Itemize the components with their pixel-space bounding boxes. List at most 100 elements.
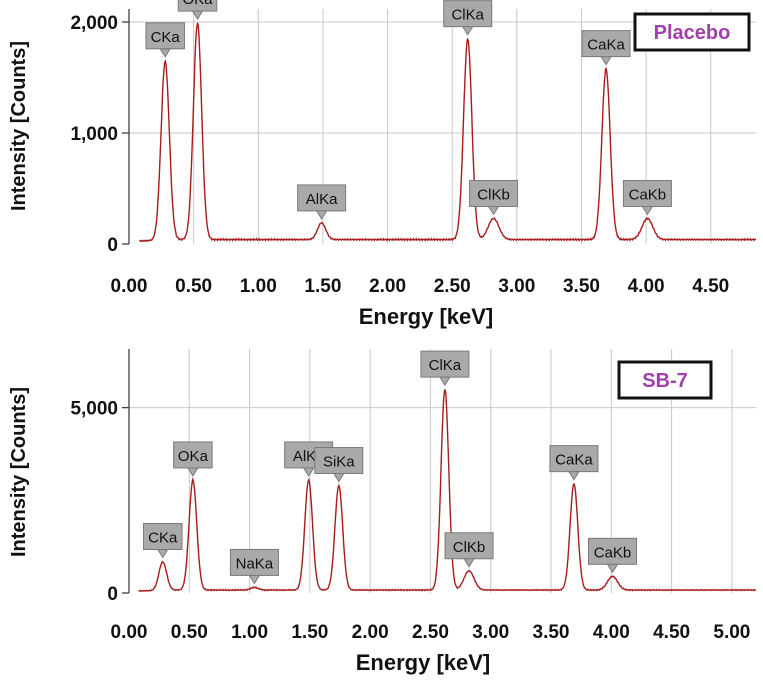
peak-label-OKa: OKa (177, 0, 218, 21)
peak-label-box (420, 350, 470, 378)
peak-label-text: OKa (183, 0, 214, 8)
panel-placebo: 0.00 0.50 1.00 1.50 2.00 2.50 3.00 3.50 4.00 4.50… (8, 0, 756, 329)
x-tick-label: 4.00 (628, 276, 665, 297)
x-tick-label: 2.50 (434, 276, 471, 297)
x-tick-label: 4.00 (593, 622, 630, 643)
x-tick-label: 0.00 (111, 276, 148, 297)
peak-label-box (444, 532, 494, 560)
peak-label-text: AlKa (306, 191, 338, 208)
peak-label-OKa: OKa (173, 441, 213, 477)
x-tick-label: 2.00 (369, 276, 406, 297)
x-tick-label: 5.00 (713, 622, 750, 643)
x-tick-label: 2.50 (412, 622, 449, 643)
peak-label-pointer (461, 26, 474, 36)
peak-label-ClKb: ClKb (469, 179, 519, 216)
peak-label-pointer (248, 574, 261, 585)
peak-label-SiKa: SiKa (314, 447, 364, 483)
peak-label-CaKa: CaKa (549, 445, 599, 481)
tick-labels: 0.00 0.50 1.00 1.50 2.00 2.50 3.00 3.50 4.00 4.50… (70, 13, 729, 297)
tick-labels: 0.00 0.50 1.00 1.50 2.00 2.50 3.00 3.50 4.00 4.50… (70, 399, 750, 643)
x-axis-title: Energy [keV] (359, 304, 494, 329)
peak-label-CKa: CKa (143, 522, 183, 559)
panel-sb7: 0.00 0.50 1.00 1.50 2.00 2.50 3.00 3.50 4.00 4.50… (8, 349, 756, 675)
y-tick-label: 2,000 (70, 13, 118, 34)
peak-labels: CKa OKa AlKa ClKa ClKb CaKa CaKb (145, 0, 672, 220)
y-axis-title: Intensity [Counts] (8, 41, 30, 211)
sample-label-box: Placebo (633, 12, 751, 52)
x-tick-label: 3.00 (472, 622, 509, 643)
peak-label-text: SiKa (323, 454, 355, 471)
peak-label-box (145, 22, 185, 50)
x-tick-label: 1.50 (304, 276, 341, 297)
x-tick-label: 3.50 (563, 276, 600, 297)
y-tick-label: 0 (107, 235, 118, 256)
peak-label-ClKa: ClKa (443, 0, 493, 36)
peak-label-pointer (159, 48, 172, 58)
x-tick-label: 0.00 (111, 622, 148, 643)
sample-label: Placebo (654, 22, 731, 44)
peak-label-text: NaKa (236, 555, 274, 572)
sample-label: SB-7 (642, 370, 688, 392)
peak-label-box (588, 537, 638, 565)
x-tick-label: 3.50 (533, 622, 570, 643)
x-tick-label: 4.50 (692, 276, 729, 297)
peak-label-text: ClKa (451, 7, 484, 24)
peak-label-box (443, 0, 493, 28)
peak-label-text: CKa (151, 29, 181, 46)
peak-label-pointer (439, 376, 451, 387)
peak-label-pointer (187, 467, 199, 477)
peak-label-text: ClKa (429, 357, 462, 374)
peak-label-text: ClKb (477, 186, 510, 203)
x-axis-title: Energy [keV] (356, 650, 491, 675)
y-axis-title: Intensity [Counts] (8, 387, 30, 557)
peak-label-pointer (302, 467, 315, 477)
peak-label-CaKb: CaKb (588, 537, 638, 574)
peak-label-text: ClKb (453, 539, 486, 556)
peak-label-pointer (568, 471, 580, 481)
peak-label-text: CKa (148, 529, 178, 546)
y-tick-label: 5,000 (70, 399, 118, 420)
peak-label-text: CaKb (629, 186, 667, 203)
peak-label-pointer (606, 563, 619, 574)
peak-label-pointer (191, 10, 204, 21)
x-tick-label: 3.00 (498, 276, 535, 297)
x-tick-label: 1.00 (231, 622, 268, 643)
peak-label-pointer (332, 473, 345, 483)
peak-label-text: OKa (178, 448, 209, 465)
x-tick-label: 0.50 (175, 276, 212, 297)
peak-label-ClKa: ClKa (420, 350, 470, 387)
peak-label-NaKa: NaKa (229, 548, 279, 585)
peak-label-box (297, 184, 347, 212)
peak-label-pointer (156, 548, 169, 559)
peak-label-pointer (600, 56, 612, 66)
peak-label-box (581, 30, 631, 58)
x-tick-label: 0.50 (171, 622, 208, 643)
peak-label-text: CaKa (555, 452, 593, 469)
peak-label-CKa: CKa (145, 22, 185, 58)
peak-label-box (549, 445, 599, 473)
peak-label-ClKb: ClKb (444, 532, 494, 568)
x-tick-label: 1.50 (291, 622, 328, 643)
x-tick-label: 2.00 (352, 622, 389, 643)
peak-label-pointer (463, 558, 475, 568)
y-tick-label: 0 (107, 584, 118, 605)
sample-label-box: SB-7 (617, 360, 713, 400)
peak-label-CaKb: CaKb (622, 179, 672, 216)
y-tick-label: 1,000 (70, 124, 118, 145)
spectrum-line (138, 388, 756, 593)
spectrum-series (138, 22, 756, 243)
x-tick-label: 4.50 (653, 622, 690, 643)
peak-label-pointer (487, 205, 500, 216)
peak-label-pointer (315, 210, 328, 220)
peak-label-AlKa: AlKa (297, 184, 347, 220)
spectrum-line (138, 22, 756, 243)
peak-label-CaKa: CaKa (581, 30, 631, 66)
peak-label-box (469, 179, 519, 207)
peak-label-text: CaKb (594, 544, 632, 561)
x-tick-label: 1.00 (240, 276, 277, 297)
peak-label-text: CaKa (587, 37, 625, 54)
peak-label-box (622, 179, 672, 207)
peak-label-pointer (641, 205, 654, 216)
